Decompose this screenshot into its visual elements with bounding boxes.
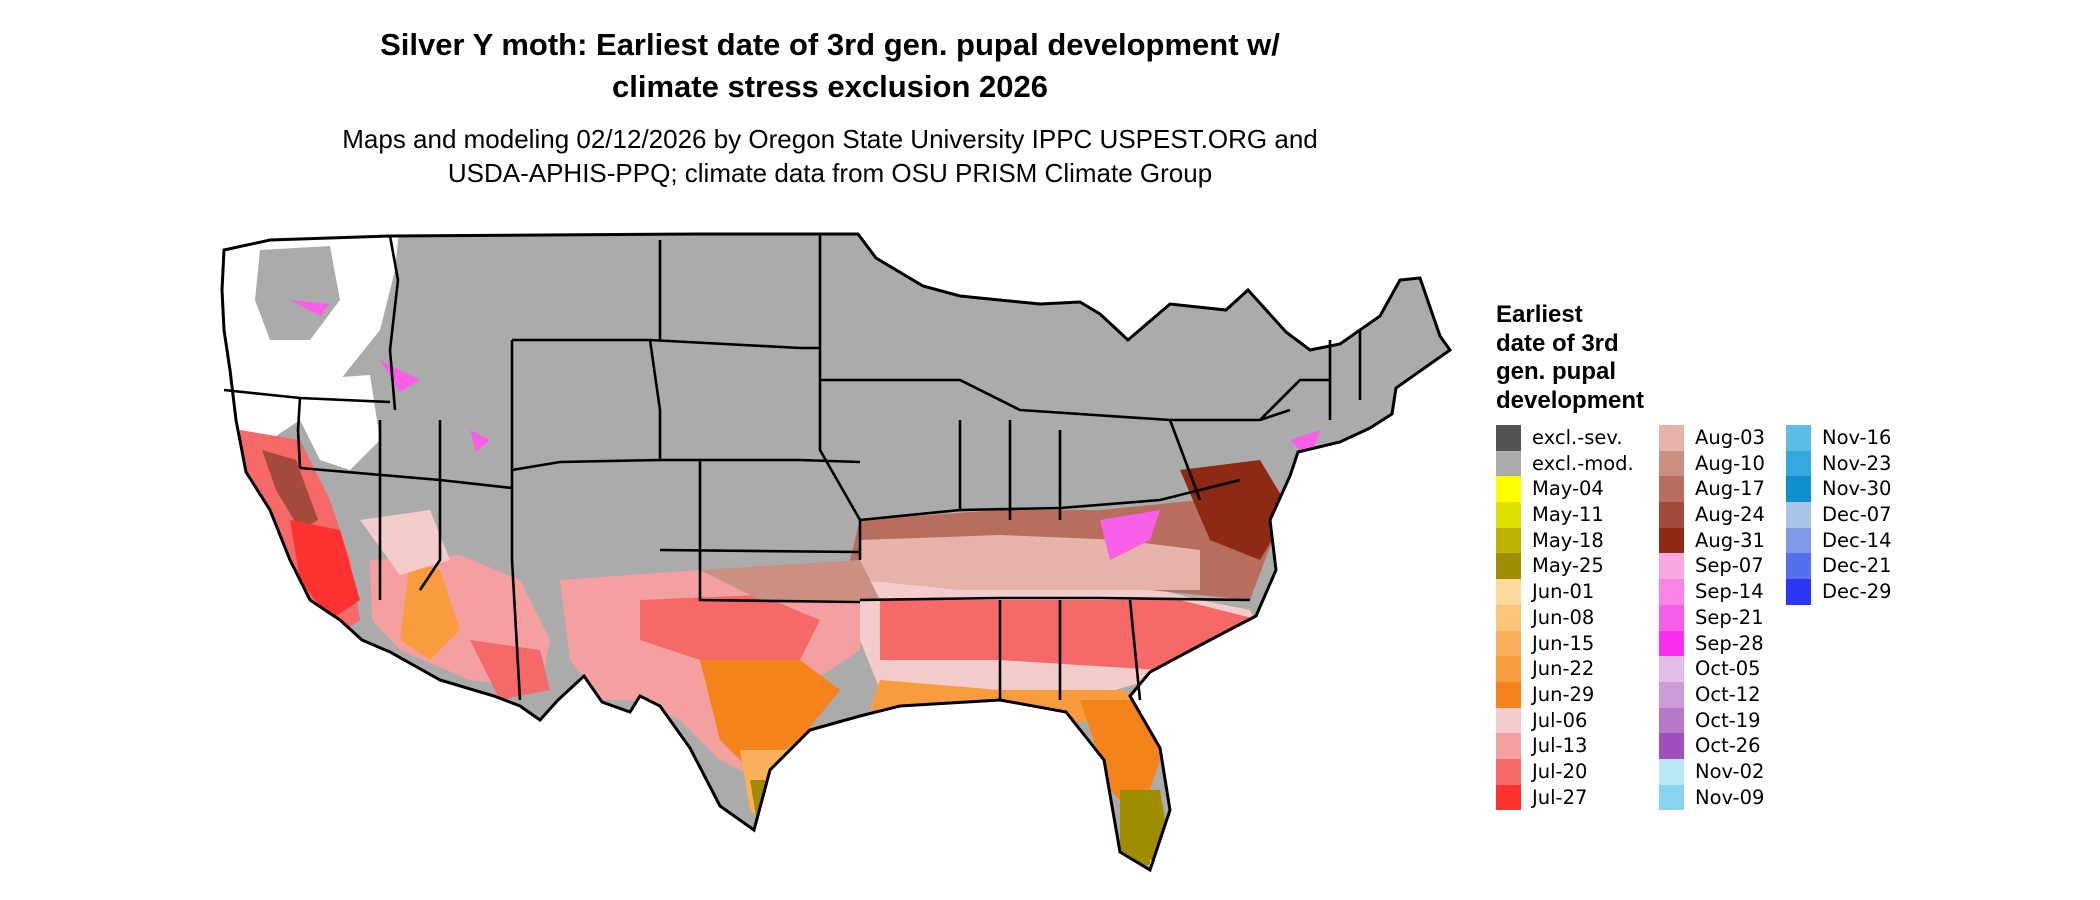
- legend-label: Dec-29: [1822, 580, 1892, 604]
- legend-swatch: [1496, 579, 1521, 605]
- legend-swatch: [1659, 656, 1684, 682]
- legend-label: Jul-13: [1532, 734, 1588, 758]
- legend-label: Aug-24: [1695, 503, 1765, 527]
- legend-swatch: [1659, 604, 1684, 631]
- legend-label: Oct-26: [1695, 734, 1761, 758]
- legend-swatch: [1659, 707, 1684, 734]
- legend-swatch: [1786, 502, 1811, 528]
- legend-label: Jul-27: [1532, 785, 1588, 809]
- legend-swatch: [1496, 604, 1521, 631]
- map-title-line-2: climate stress exclusion 2026: [612, 69, 1048, 104]
- legend-label: May-25: [1532, 554, 1604, 578]
- legend-label: Dec-21: [1822, 554, 1892, 578]
- legend-label: Jun-15: [1532, 631, 1595, 655]
- legend-swatch: [1659, 476, 1684, 503]
- legend-label: Nov-02: [1695, 759, 1765, 783]
- legend-label: Jul-06: [1532, 708, 1588, 732]
- legend-title-line: date of 3rd: [1496, 329, 1619, 357]
- legend-label: Aug-17: [1695, 477, 1765, 501]
- legend-label: Jun-01: [1532, 580, 1595, 604]
- legend-title-line: development: [1496, 386, 1645, 414]
- legend-swatch: [1496, 553, 1521, 580]
- legend-label: May-11: [1532, 503, 1604, 527]
- legend-swatch: [1786, 425, 1811, 451]
- legend-swatch: [1659, 733, 1684, 759]
- legend-swatch: [1786, 527, 1811, 554]
- legend-label: Sep-14: [1695, 580, 1764, 604]
- legend-label: Dec-07: [1822, 503, 1892, 527]
- legend-title-line: gen. pupal: [1496, 358, 1616, 385]
- legend-swatch: [1496, 681, 1521, 708]
- legend-label: Sep-21: [1695, 605, 1764, 629]
- legend-label: Aug-10: [1695, 451, 1765, 475]
- legend-swatch: [1659, 425, 1684, 451]
- legend-label: Sep-28: [1695, 631, 1764, 655]
- legend-swatch: [1659, 579, 1684, 605]
- legend-swatch: [1659, 681, 1684, 708]
- legend-label: May-04: [1532, 477, 1604, 501]
- legend-swatch: [1496, 707, 1521, 734]
- legend-label: Aug-03: [1695, 426, 1765, 449]
- legend-swatch: [1659, 450, 1684, 477]
- legend-swatch: [1496, 784, 1521, 811]
- legend-swatch: [1496, 527, 1521, 554]
- legend-title: Earliest date of 3rd gen. pupal developm…: [1496, 301, 1644, 415]
- legend-swatch: [1496, 502, 1521, 528]
- legend-label: Sep-07: [1695, 554, 1764, 578]
- legend-label: excl.-sev.: [1532, 426, 1623, 449]
- legend-label: excl.-mod.: [1532, 451, 1634, 475]
- legend-title-line: Earliest: [1496, 301, 1583, 328]
- legend-label: Nov-30: [1822, 477, 1892, 501]
- legend-label: Jul-20: [1532, 759, 1588, 783]
- legend-swatch: [1786, 553, 1811, 580]
- legend-swatch: [1496, 425, 1521, 451]
- legend-swatch: [1496, 630, 1521, 657]
- legend-swatch: [1496, 656, 1521, 682]
- legend-label: Aug-31: [1695, 528, 1765, 552]
- legend-swatch: [1659, 758, 1684, 785]
- legend-swatch: [1496, 450, 1521, 477]
- legend-swatch: [1496, 733, 1521, 759]
- legend-label: Nov-09: [1695, 785, 1765, 809]
- legend-label: Jun-08: [1532, 605, 1595, 629]
- legend-swatch: [1659, 784, 1684, 811]
- legend-label: Oct-19: [1695, 708, 1761, 732]
- legend-label: May-18: [1532, 528, 1604, 552]
- legend-label: Oct-12: [1695, 682, 1761, 706]
- us-phenology-map: [220, 232, 1453, 873]
- legend-swatch: [1659, 502, 1684, 528]
- legend-swatch: [1659, 553, 1684, 580]
- legend-label: Jun-22: [1532, 657, 1595, 681]
- legend-label: Dec-14: [1822, 528, 1892, 552]
- legend-swatch: [1496, 758, 1521, 785]
- legend-label: Oct-05: [1695, 657, 1761, 681]
- legend-swatch: [1786, 579, 1811, 605]
- map-title-line-1: Silver Y moth: Earliest date of 3rd gen.…: [380, 27, 1280, 62]
- legend-label: Nov-23: [1822, 451, 1892, 475]
- legend-swatch: [1786, 450, 1811, 477]
- map-subtitle-line-1: Maps and modeling 02/12/2026 by Oregon S…: [342, 124, 1318, 154]
- legend-swatch: [1496, 476, 1521, 503]
- legend-label: Nov-16: [1822, 426, 1892, 449]
- legend-swatch: [1659, 630, 1684, 657]
- legend-swatch: [1786, 476, 1811, 503]
- legend-label: Jun-29: [1532, 682, 1595, 706]
- legend-swatch: [1659, 527, 1684, 554]
- map-subtitle-line-2: USDA-APHIS-PPQ; climate data from OSU PR…: [447, 158, 1213, 188]
